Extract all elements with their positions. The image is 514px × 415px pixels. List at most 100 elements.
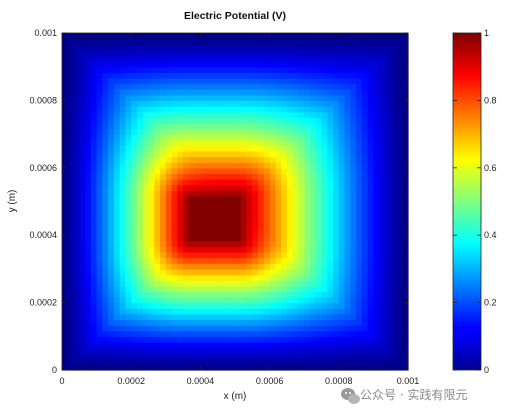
heatmap-cell: [188, 179, 196, 186]
heatmap-cell: [344, 285, 351, 292]
heatmap-cell: [235, 38, 242, 45]
heatmap-cell: [211, 212, 219, 219]
heatmap-cell: [223, 106, 230, 113]
heatmap-cell: [246, 285, 253, 292]
heatmap-cell: [188, 111, 196, 118]
heatmap-cell: [240, 162, 248, 169]
heatmap-cell: [165, 353, 173, 360]
heatmap-cell: [344, 167, 351, 175]
heatmap-cell: [154, 212, 161, 219]
heatmap-cell: [356, 117, 363, 124]
heatmap-cell: [333, 308, 340, 315]
heatmap-cell: [281, 330, 288, 337]
heatmap-cell: [177, 347, 184, 354]
heatmap-cell: [321, 246, 328, 253]
heatmap-cell: [246, 122, 253, 130]
heatmap-cell: [223, 341, 230, 349]
heatmap-cell: [211, 190, 219, 197]
heatmap-cell: [62, 268, 69, 276]
heatmap-cell: [298, 89, 305, 96]
heatmap-cell: [390, 94, 398, 101]
heatmap-cell: [206, 302, 213, 309]
heatmap-cell: [281, 184, 288, 191]
heatmap-cell: [344, 274, 351, 281]
heatmap-cell: [356, 336, 363, 343]
heatmap-cell: [154, 145, 161, 152]
heatmap-cell: [373, 296, 380, 304]
heatmap-cell: [396, 167, 403, 175]
heatmap-cell: [304, 128, 311, 135]
heatmap-cell: [396, 201, 403, 208]
heatmap-cell: [188, 207, 196, 214]
heatmap-cell: [67, 364, 75, 371]
heatmap-cell: [229, 229, 236, 236]
heatmap-cell: [240, 38, 248, 45]
heatmap-cell: [211, 44, 219, 51]
heatmap-cell: [333, 364, 340, 371]
heatmap-cell: [73, 229, 80, 236]
heatmap-cell: [171, 235, 178, 242]
heatmap-cell: [304, 308, 311, 315]
heatmap-cell: [390, 173, 398, 180]
heatmap-cell: [62, 156, 69, 163]
heatmap-cell: [96, 33, 103, 40]
heatmap-cell: [102, 94, 109, 101]
heatmap-cell: [211, 66, 219, 73]
heatmap-cell: [315, 341, 323, 349]
heatmap-cell: [73, 61, 80, 68]
heatmap-cell: [344, 240, 351, 248]
heatmap-cell: [142, 336, 150, 343]
heatmap-cell: [160, 184, 167, 191]
heatmap-cell: [217, 38, 225, 45]
heatmap-cell: [79, 364, 86, 371]
heatmap-cell: [327, 162, 334, 169]
heatmap-cell: [344, 263, 351, 270]
heatmap-cell: [373, 268, 380, 276]
heatmap-cell: [356, 44, 363, 51]
heatmap-cell: [338, 302, 346, 309]
heatmap-cell: [281, 319, 288, 326]
heatmap-cell: [206, 336, 213, 343]
heatmap-cell: [183, 134, 190, 141]
heatmap-cell: [304, 291, 311, 298]
heatmap-cell: [356, 184, 363, 191]
heatmap-cell: [235, 134, 242, 141]
heatmap-cell: [246, 223, 253, 231]
heatmap-cell: [200, 263, 207, 270]
heatmap-cell: [252, 89, 259, 96]
heatmap-cell: [309, 122, 317, 130]
heatmap-cell: [373, 44, 380, 51]
heatmap-cell: [315, 38, 323, 45]
heatmap-cell: [188, 280, 196, 287]
heatmap-cell: [102, 38, 109, 45]
heatmap-cell: [379, 145, 386, 152]
heatmap-cell: [338, 341, 346, 349]
heatmap-cell: [286, 358, 294, 365]
heatmap-cell: [125, 173, 132, 180]
heatmap-cell: [119, 353, 127, 360]
heatmap-cell: [402, 358, 409, 365]
heatmap-cell: [333, 44, 340, 51]
heatmap-cell: [206, 268, 213, 276]
heatmap-cell: [211, 184, 219, 191]
heatmap-cell: [384, 341, 392, 349]
heatmap-cell: [281, 66, 288, 73]
heatmap-cell: [390, 38, 398, 45]
heatmap-cell: [350, 235, 357, 242]
heatmap-cell: [304, 274, 311, 281]
heatmap-cell: [384, 201, 392, 208]
heatmap-cell: [246, 353, 253, 360]
heatmap-cell: [90, 302, 98, 309]
heatmap-cell: [171, 313, 178, 321]
heatmap-cell: [350, 72, 357, 79]
heatmap-cell: [160, 257, 167, 264]
heatmap-cell: [79, 207, 86, 214]
heatmap-cell: [304, 162, 311, 169]
heatmap-cell: [361, 235, 369, 242]
heatmap-cell: [171, 77, 178, 85]
heatmap-cell: [258, 201, 265, 208]
heatmap-cell: [113, 61, 121, 68]
heatmap-cell: [367, 358, 374, 365]
heatmap-cell: [119, 274, 127, 281]
